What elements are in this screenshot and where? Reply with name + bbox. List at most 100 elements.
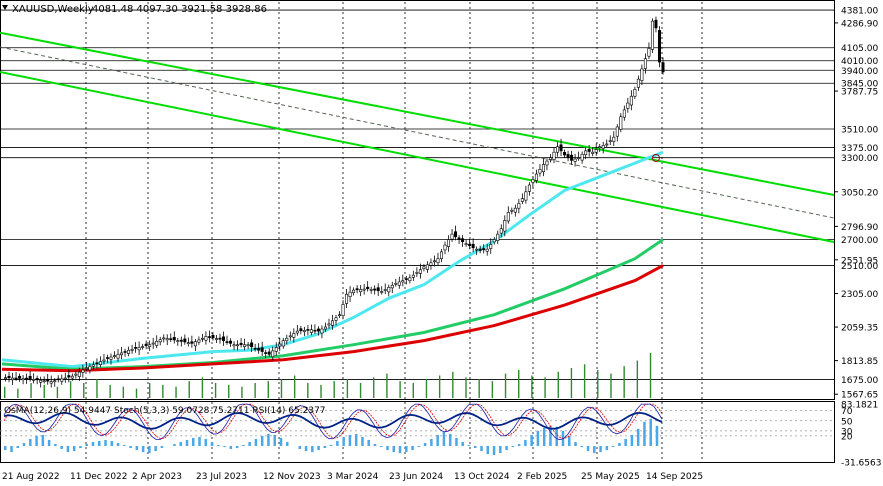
osma-bar (486, 446, 490, 455)
osma-bar (210, 441, 214, 447)
volume-bar (307, 383, 309, 398)
candle-body (506, 211, 510, 222)
symbol-label: XAUUSD,Weekly (12, 4, 94, 15)
volume-bar (109, 384, 111, 398)
candle-body (14, 377, 18, 380)
osma-bar (298, 446, 302, 450)
osma-bar (417, 446, 421, 448)
candle-body (200, 337, 204, 340)
level-label: 3375.00 (841, 144, 878, 154)
volume-bar (280, 379, 283, 398)
candle-body (552, 151, 556, 160)
osma-bar (135, 446, 139, 451)
candle-body (162, 337, 166, 340)
candle-body (225, 341, 229, 343)
volume-bar (623, 366, 625, 398)
candle-body (165, 338, 169, 341)
candle-body (218, 337, 222, 340)
osma-bar (505, 446, 508, 451)
candle-body (520, 198, 524, 202)
candle-body (436, 258, 440, 264)
level-label: 3300.00 (841, 154, 878, 164)
y-tick-label: 2551.95 (841, 256, 878, 266)
volume-bar (359, 383, 362, 398)
osma-bar (41, 434, 45, 447)
candle-body (401, 280, 405, 283)
marker-circle (652, 154, 660, 162)
candle-body (243, 344, 247, 348)
level-tag-bg (836, 64, 883, 77)
level-tag-bg (836, 233, 883, 246)
osma-bar (273, 434, 276, 447)
candle-body (109, 356, 113, 360)
volume-bar (465, 377, 467, 398)
moving-averages (1, 150, 664, 373)
volume-bar (531, 375, 533, 398)
volume-bar (399, 381, 401, 398)
osc-y-label: -31.6563 (841, 459, 881, 469)
candle-body (4, 377, 8, 379)
candle-body (429, 262, 433, 266)
osma-bar (636, 428, 640, 447)
volume-bar (228, 384, 230, 398)
osma-bar (22, 442, 26, 447)
osma-bar (204, 438, 208, 447)
volume-bar (135, 388, 138, 398)
candle-body (323, 326, 327, 330)
candle-body (443, 244, 447, 251)
osma-bar (455, 437, 458, 447)
osma-bar (405, 446, 408, 453)
candle-body (643, 58, 647, 69)
osma-bar (72, 446, 76, 452)
candle-body (18, 375, 22, 379)
osma-bar (380, 446, 383, 448)
candle-body (541, 164, 545, 173)
candle-body (422, 266, 426, 269)
osma-bar (593, 446, 596, 454)
candle-body (25, 377, 29, 380)
osma-bar (60, 446, 63, 450)
candle-body (513, 207, 517, 213)
volume-bar (491, 381, 494, 398)
candle-body (232, 344, 236, 347)
volume-bar (162, 384, 164, 398)
candle-body (517, 203, 521, 209)
candle-body (77, 371, 81, 377)
candle-body (605, 143, 609, 146)
candle-body (612, 136, 616, 142)
osma-bar (530, 434, 533, 447)
osma-bar (517, 443, 521, 447)
candle-body (608, 140, 612, 142)
osma-bar (141, 446, 145, 453)
osma-bar (568, 435, 571, 447)
candle-body (236, 344, 240, 347)
level-tag-bg (836, 259, 883, 272)
dropdown-triangle-icon[interactable] (2, 5, 8, 10)
candle-body (253, 347, 257, 350)
candle-body (348, 291, 352, 297)
osma-bar (279, 437, 283, 447)
candle-body (478, 248, 482, 251)
osma-bar (229, 446, 233, 450)
moving-average-line (1, 150, 664, 369)
osma-bar (624, 438, 627, 447)
volume-bar (649, 353, 652, 398)
volume-bar (188, 381, 190, 398)
candle-body (134, 347, 138, 349)
candle-body (169, 338, 173, 340)
volume-bar (583, 364, 586, 398)
candle-body (650, 20, 654, 50)
osma-bar (123, 445, 126, 447)
candle-body (11, 377, 15, 381)
candle-body (35, 378, 39, 381)
candle-body (584, 150, 588, 156)
volume-bar (452, 371, 454, 398)
level-label: 4381.00 (841, 7, 878, 17)
candle-body (123, 351, 127, 353)
osma-bar (524, 439, 527, 447)
osma-bar (423, 442, 427, 447)
candle-body (39, 379, 43, 383)
candle-body (570, 154, 574, 161)
candle-body (496, 233, 500, 241)
